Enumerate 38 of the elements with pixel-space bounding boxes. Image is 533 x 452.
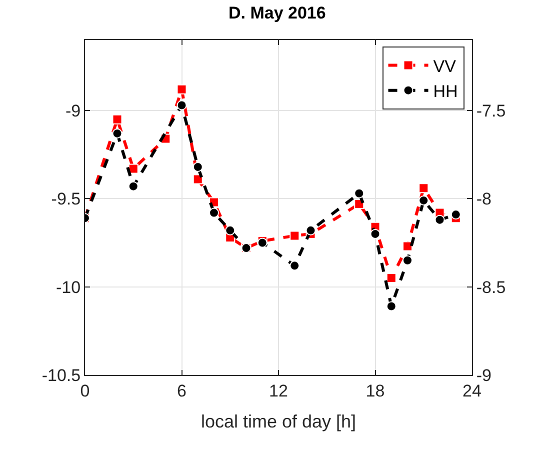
y2-tick-label: -8.5	[476, 278, 506, 297]
point	[112, 128, 122, 138]
point	[402, 255, 412, 266]
x-tick-label: 18	[366, 381, 385, 400]
point	[402, 241, 412, 252]
chart-title: D. May 2016	[228, 4, 326, 23]
y-tick-label: -9	[65, 101, 81, 120]
point	[386, 301, 396, 312]
point	[128, 181, 138, 192]
y-tick-label: -10	[56, 278, 81, 297]
point	[176, 84, 187, 94]
x-tick-label: 0	[80, 381, 90, 400]
y2-tick-label: -8	[476, 190, 492, 209]
point	[192, 174, 203, 184]
point	[434, 214, 445, 225]
point	[418, 183, 429, 194]
point	[112, 114, 122, 124]
point	[386, 273, 396, 284]
y-tick-label: -9.5	[51, 190, 81, 209]
point	[306, 225, 316, 236]
y-tick-label: -10.5	[42, 366, 81, 385]
point	[225, 225, 236, 236]
legend-label: HH	[433, 82, 458, 101]
legend-label: VV	[433, 56, 457, 76]
x-tick-label: 12	[269, 381, 288, 400]
point	[290, 230, 300, 241]
point	[176, 100, 187, 110]
point	[290, 260, 300, 271]
point	[128, 164, 138, 174]
point	[192, 162, 203, 172]
point	[209, 208, 219, 218]
x-axis-title: local time of day [h]	[200, 412, 356, 432]
point	[450, 210, 461, 220]
y2-tick-label: -7.5	[476, 101, 506, 120]
x-tick-label: 6	[177, 381, 186, 400]
point	[370, 228, 380, 239]
point	[418, 195, 429, 206]
point	[354, 188, 364, 198]
